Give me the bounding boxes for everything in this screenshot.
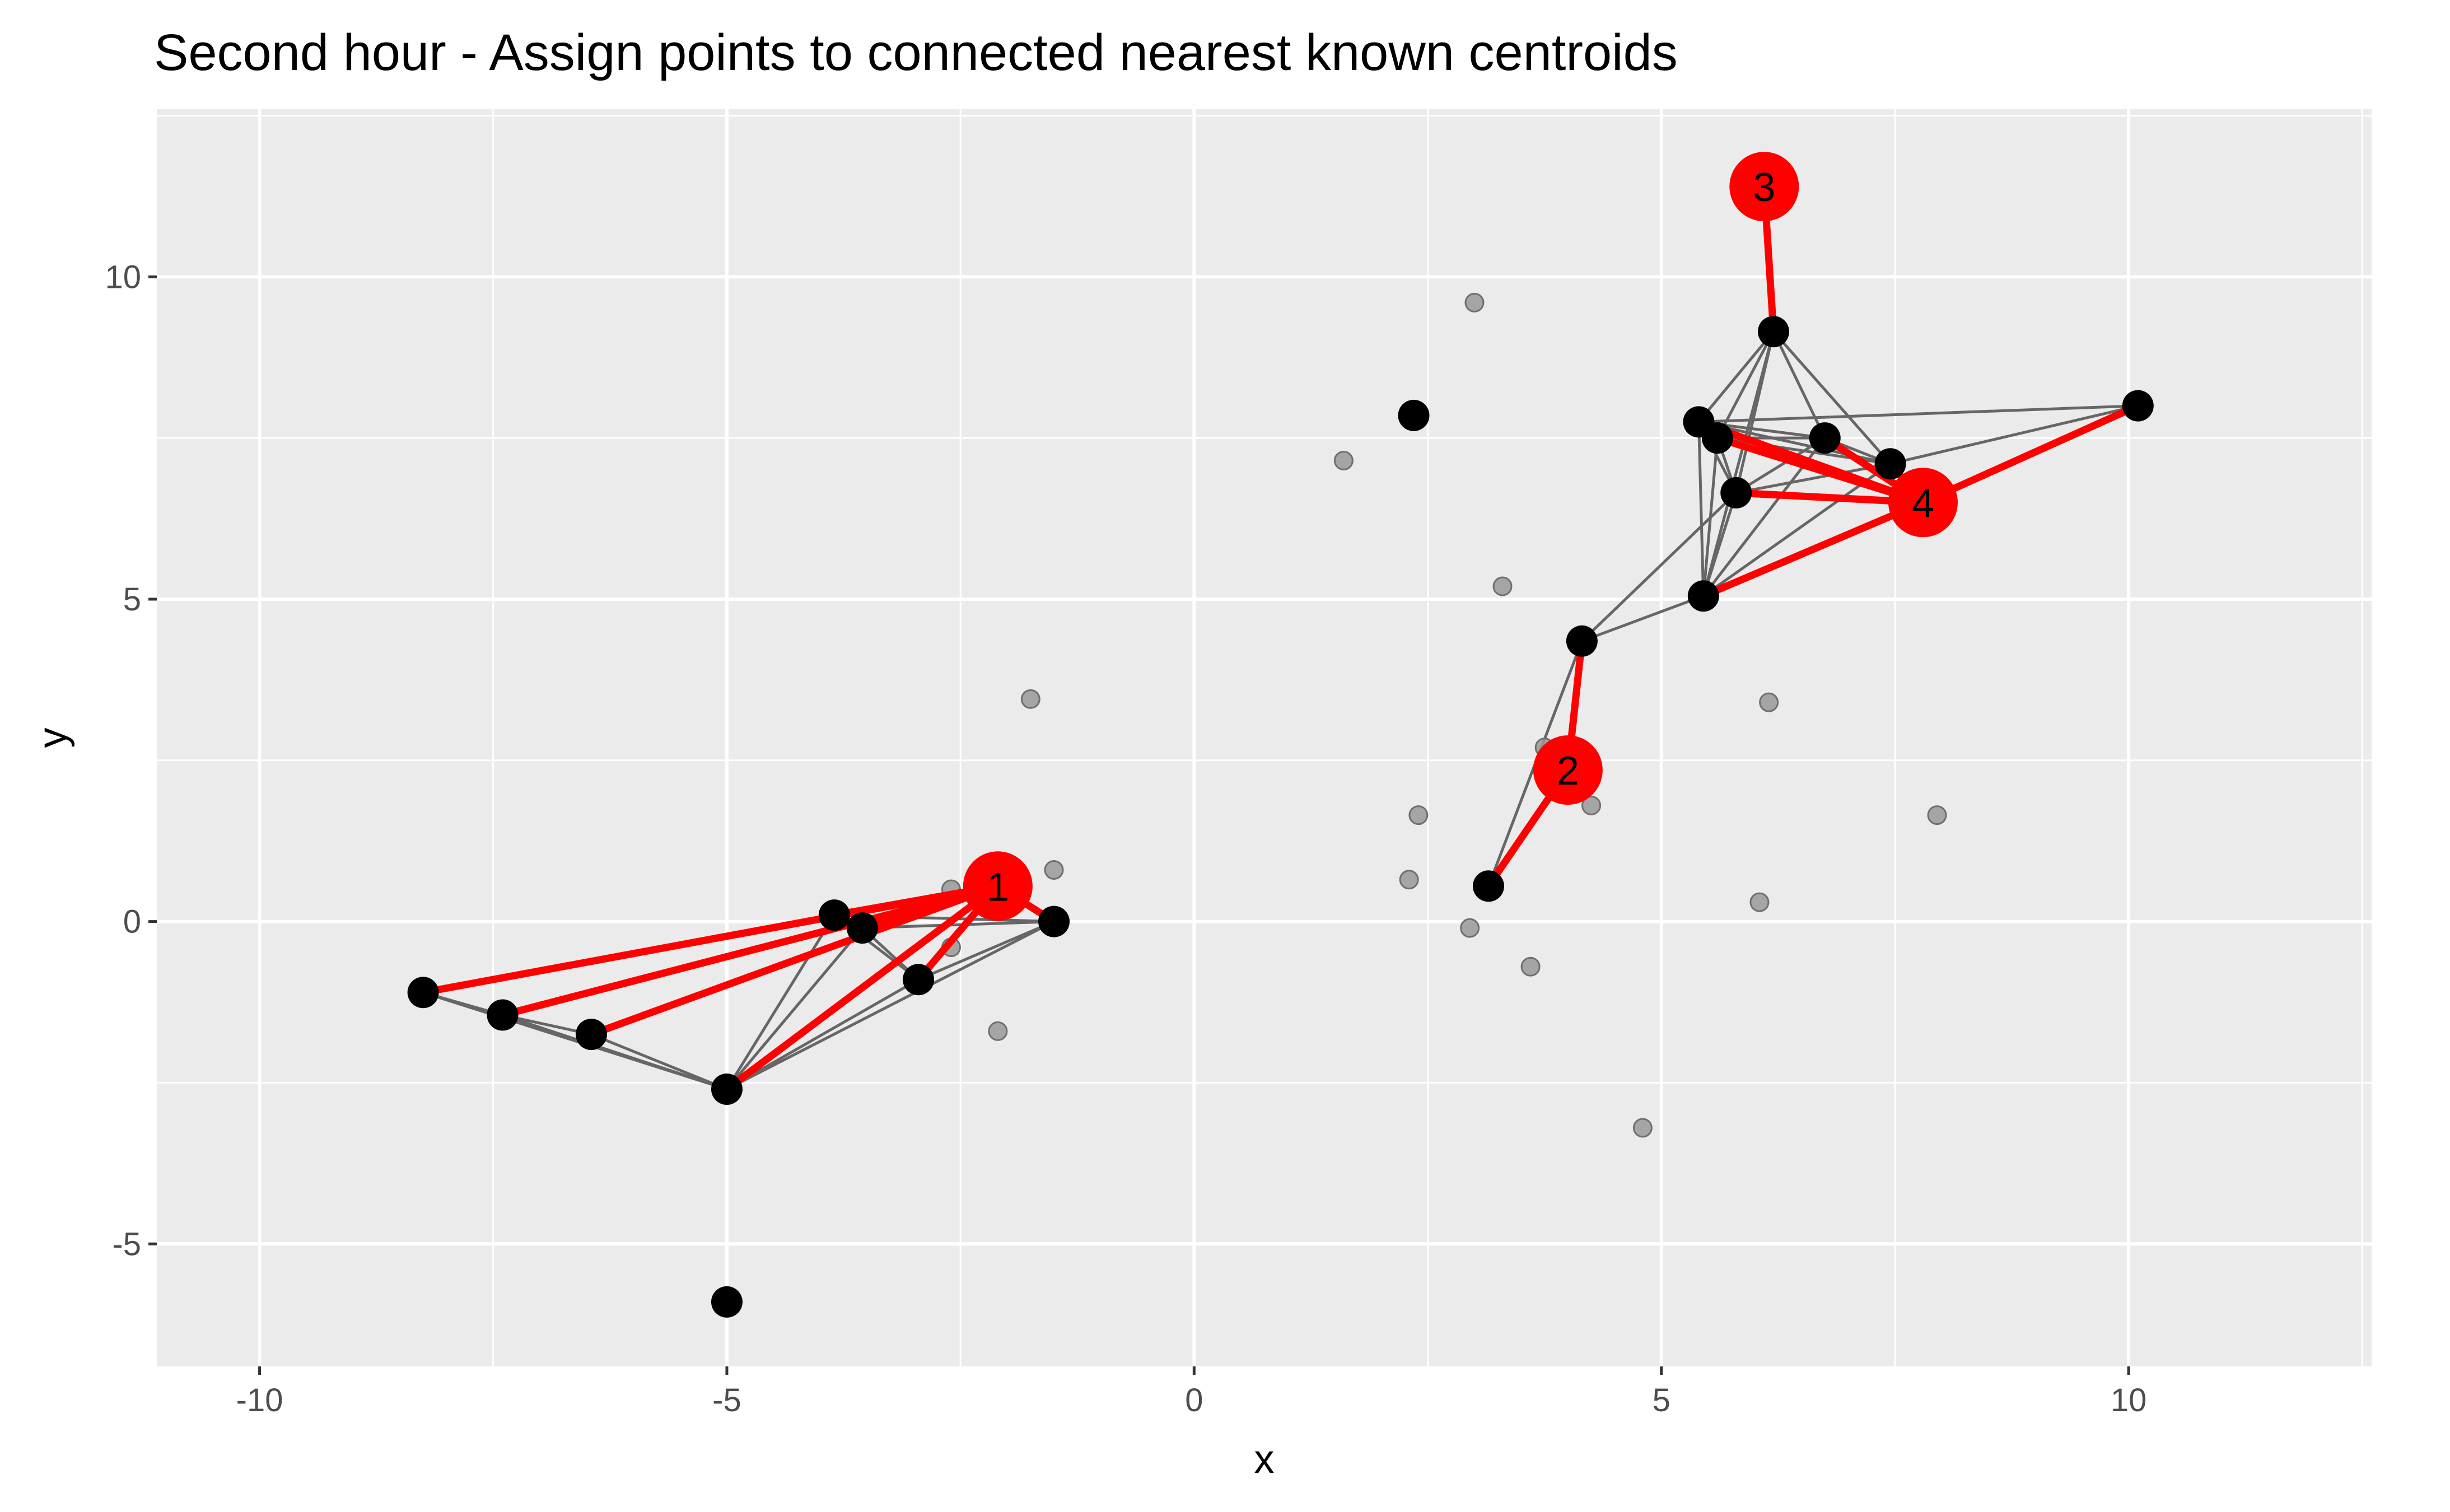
grid-major (157, 109, 2372, 1366)
neighbor-edge-29 (725, 914, 836, 1090)
y-tick-label: -5 (112, 1226, 141, 1262)
neighbor-edge-24 (1581, 492, 1737, 642)
unassigned-points (941, 292, 1947, 1138)
known-point-17 (575, 1019, 607, 1051)
known-point-8 (1566, 625, 1598, 657)
y-tick-label: 0 (123, 904, 141, 940)
known-point-2 (1701, 422, 1733, 454)
unassigned-point-7 (1581, 795, 1602, 815)
chart-title: Second hour - Assign points to connected… (154, 24, 1678, 81)
neighbor-edge-2 (1772, 331, 1827, 439)
x-axis-ticks: -10 -5 0 5 10 (236, 1366, 2147, 1418)
centroid-3 (1729, 152, 1799, 222)
x-tick-label: 5 (1653, 1382, 1670, 1418)
known-point-19 (711, 1286, 743, 1318)
neighbor-edge-0 (1697, 330, 1775, 423)
unassigned-point-4 (1759, 692, 1779, 712)
known-point-15 (407, 977, 439, 1009)
centroid-label-1: 1 (987, 865, 1009, 909)
assignment-line-0-6 (587, 882, 1002, 1038)
unassigned-point-11 (1460, 918, 1480, 938)
known-point-9 (1473, 870, 1505, 902)
known-point-14 (903, 964, 935, 996)
known-point-4 (1874, 448, 1906, 480)
y-tick-label: 10 (105, 259, 141, 295)
neighbor-edge-22 (1702, 492, 1738, 596)
unassigned-point-16 (988, 1021, 1008, 1041)
centroid-label-4: 4 (1912, 481, 1934, 526)
known-point-12 (846, 912, 878, 944)
known-point-10 (1398, 399, 1430, 431)
neighbor-edge-18 (1890, 404, 2139, 465)
known-point-6 (1720, 477, 1752, 509)
neighbor-edge-3 (1772, 330, 1892, 465)
unassigned-point-13 (1044, 860, 1064, 880)
neighbor-edge-21 (1698, 404, 2138, 423)
neighbor-edge-35 (726, 978, 920, 1091)
y-axis-ticks: -5 0 5 10 (105, 259, 157, 1262)
known-point-18 (711, 1073, 743, 1105)
x-tick-label: 0 (1185, 1382, 1203, 1418)
neighbor-edge-16 (1735, 437, 1826, 494)
grid-minor (157, 109, 2372, 1366)
known-point-0 (1757, 316, 1789, 348)
known-point-11 (818, 899, 850, 931)
neighbor-edge-34 (726, 920, 1055, 1091)
unassigned-point-8 (1927, 805, 1947, 825)
unassigned-point-17 (1632, 1118, 1653, 1138)
known-point-16 (487, 999, 519, 1031)
centroid-4 (1888, 468, 1958, 538)
centroid-label-2: 2 (1557, 749, 1579, 794)
y-tick-label: 5 (123, 581, 141, 618)
centroids: 1 2 3 4 (963, 152, 1958, 921)
known-point-7 (1687, 580, 1719, 612)
unassigned-point-1 (1333, 450, 1354, 470)
centroid-2 (1533, 735, 1603, 805)
x-tick-label: -10 (236, 1382, 283, 1418)
neighbor-edges (422, 330, 2139, 1091)
unassigned-point-0 (1464, 292, 1485, 312)
x-tick-label: 10 (2111, 1382, 2147, 1418)
neighbor-edge-40 (591, 1033, 727, 1091)
neighbor-edge-10 (1697, 422, 1705, 596)
centroid-label-3: 3 (1753, 165, 1775, 210)
plot-panel (157, 109, 2372, 1366)
neighbor-edge-23 (1581, 594, 1704, 643)
neighbor-edge-5 (1702, 331, 1775, 596)
assignment-line-0-5 (498, 882, 1002, 1019)
known-points (407, 316, 2154, 1318)
unassigned-point-9 (1399, 870, 1419, 890)
unassigned-point-2 (1492, 576, 1513, 596)
y-axis-title: y (30, 728, 75, 748)
neighbor-edge-19 (1735, 462, 1891, 494)
assignment-line-3-1 (1714, 434, 1927, 506)
known-point-5 (2122, 390, 2154, 422)
unassigned-point-12 (1520, 956, 1541, 977)
assignment-line-3-6 (1700, 498, 1927, 600)
centroid-1 (963, 851, 1033, 921)
assignment-line-0-4 (419, 882, 1002, 996)
assignment-line-0-7 (723, 882, 1002, 1093)
x-axis-title: x (1254, 1437, 1275, 1482)
known-point-13 (1038, 906, 1070, 937)
unassigned-point-3 (1020, 689, 1040, 709)
unassigned-point-6 (1408, 805, 1429, 825)
neighbor-edge-32 (726, 927, 864, 1090)
neighbor-edge-39 (502, 1014, 727, 1091)
x-tick-label: -5 (712, 1382, 741, 1418)
neighbor-edge-33 (918, 920, 1055, 981)
assignment-line-3-4 (1919, 402, 2142, 506)
known-point-3 (1809, 422, 1841, 454)
unassigned-point-10 (1749, 892, 1770, 912)
